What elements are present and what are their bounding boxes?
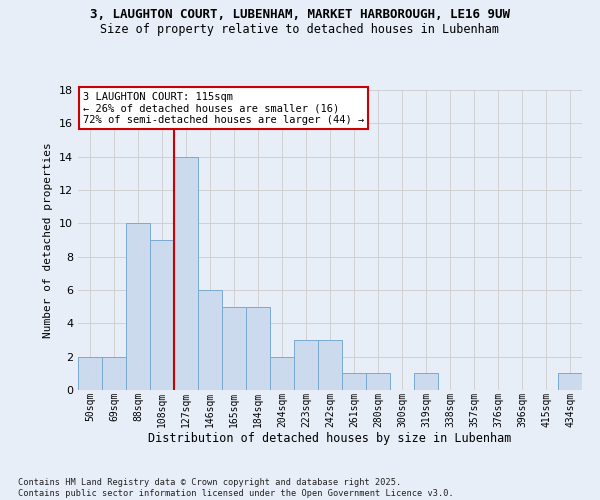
Bar (150, 240, 174, 390)
Bar (318, 340, 342, 390)
Text: 3 LAUGHTON COURT: 115sqm
← 26% of detached houses are smaller (16)
72% of semi-d: 3 LAUGHTON COURT: 115sqm ← 26% of detach… (83, 92, 364, 124)
Bar (78, 356, 102, 390)
Text: 3, LAUGHTON COURT, LUBENHAM, MARKET HARBOROUGH, LE16 9UW: 3, LAUGHTON COURT, LUBENHAM, MARKET HARB… (90, 8, 510, 20)
Bar (342, 374, 366, 390)
X-axis label: Distribution of detached houses by size in Lubenham: Distribution of detached houses by size … (148, 432, 512, 445)
Bar (174, 156, 198, 390)
Bar (270, 356, 294, 390)
Bar (558, 374, 582, 390)
Text: Size of property relative to detached houses in Lubenham: Size of property relative to detached ho… (101, 22, 499, 36)
Bar (366, 374, 390, 390)
Bar (414, 374, 438, 390)
Bar (246, 306, 270, 390)
Bar (222, 306, 246, 390)
Bar (198, 290, 222, 390)
Bar (102, 356, 126, 390)
Bar (294, 340, 318, 390)
Text: Contains HM Land Registry data © Crown copyright and database right 2025.
Contai: Contains HM Land Registry data © Crown c… (18, 478, 454, 498)
Y-axis label: Number of detached properties: Number of detached properties (43, 142, 53, 338)
Bar (126, 224, 150, 390)
